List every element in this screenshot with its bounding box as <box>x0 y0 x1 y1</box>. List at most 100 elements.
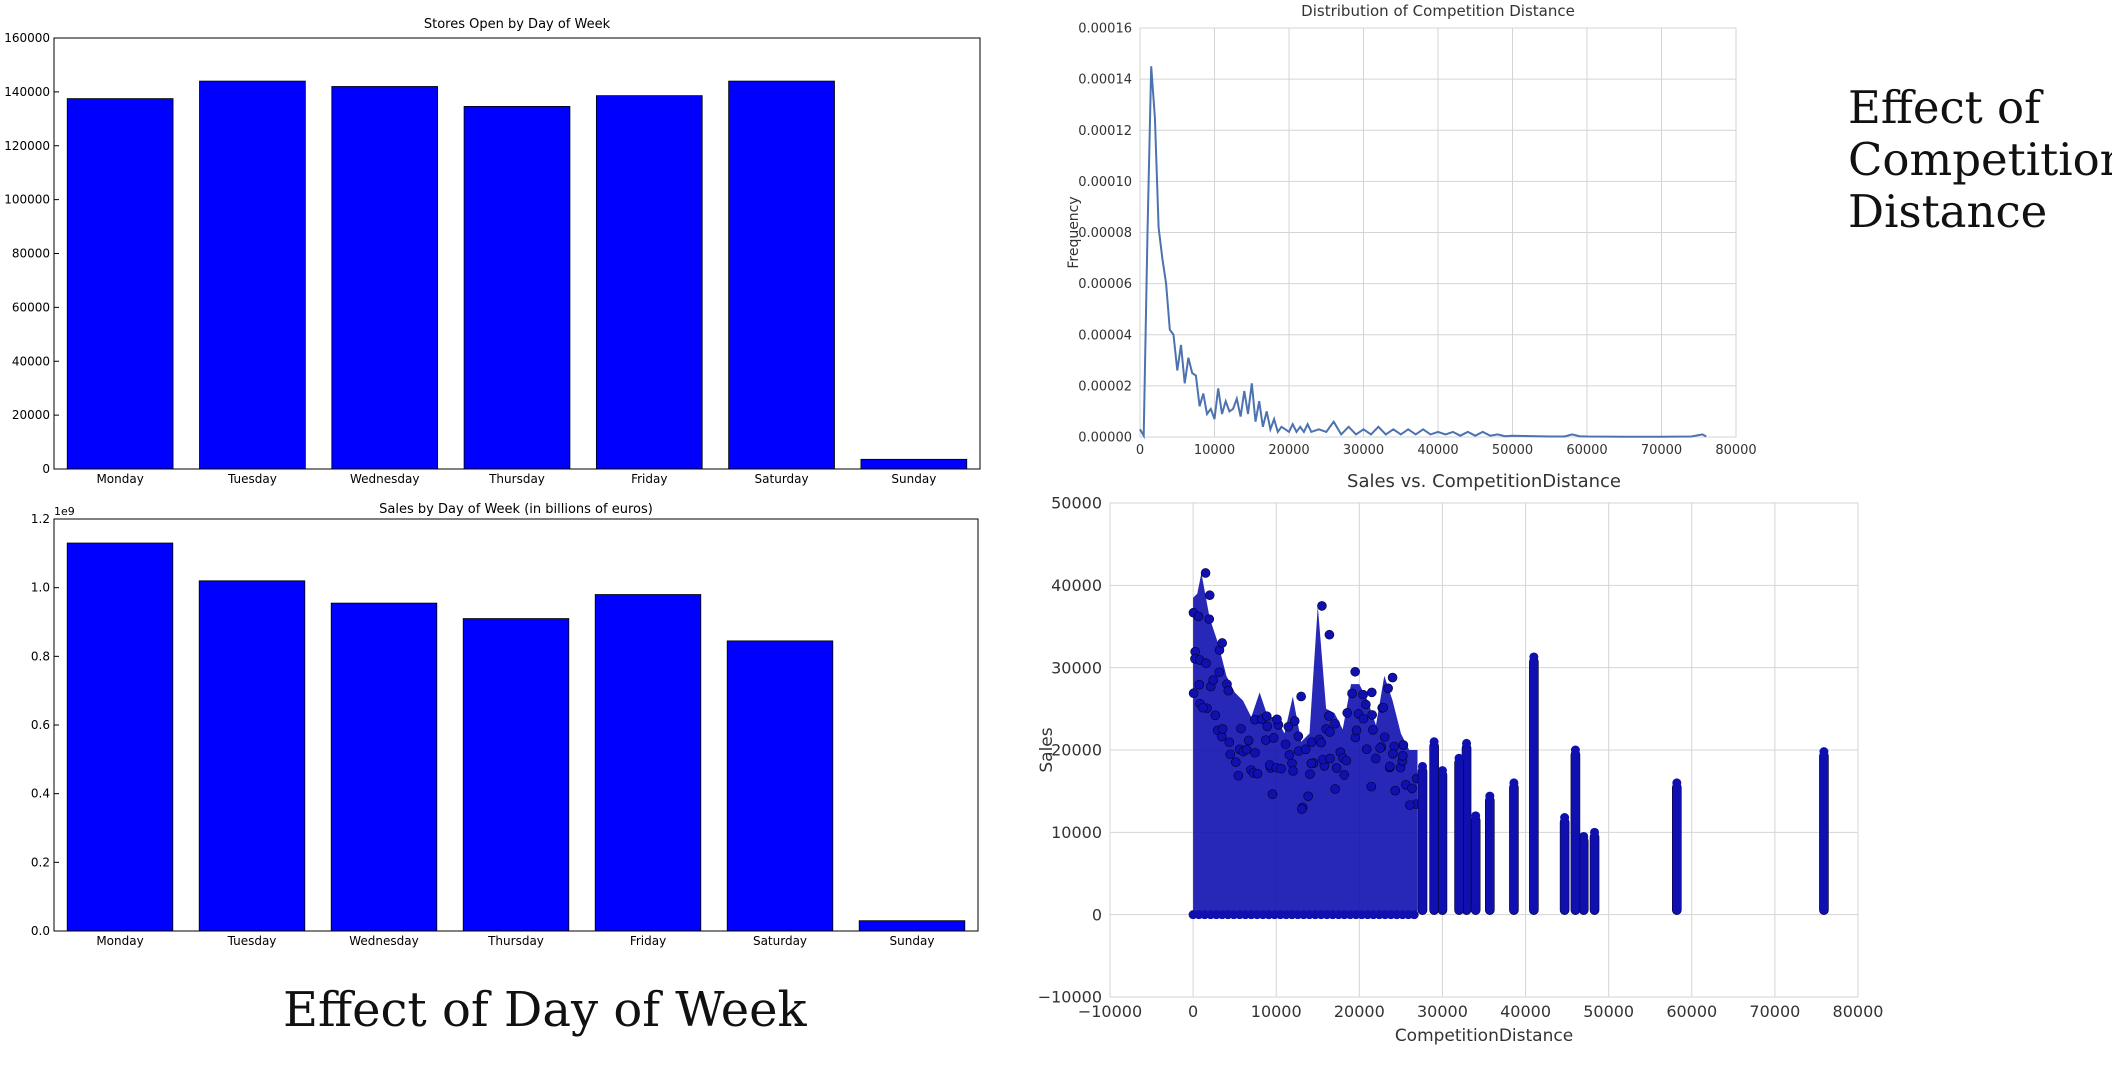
scatter-point <box>1283 721 1294 732</box>
scatter-point <box>1361 699 1371 710</box>
scatter-point <box>1672 778 1682 788</box>
scatter-point <box>1296 691 1306 702</box>
scatter-point <box>1280 739 1291 750</box>
sales-vs-competition-distance-chart: −10000 0 10000 20000 30000 40000 50000 60000 700… <box>1037 471 1883 1046</box>
y-tick-label: 160000 <box>4 31 50 45</box>
scatter-column <box>1819 751 1829 915</box>
y-tick-label: 0.00016 <box>1078 22 1132 37</box>
scatter-point <box>1324 711 1334 721</box>
y-tick-label: 0 <box>1092 905 1102 924</box>
y-tick-label: 60000 <box>12 300 50 314</box>
scatter-point <box>1330 784 1340 794</box>
scatter-point <box>1193 611 1204 622</box>
scatter-point <box>1379 732 1390 742</box>
y-axis-label: Sales <box>1037 727 1057 772</box>
sales-by-day-chart: Monday Tuesday Wednesday Thursday Friday Satu… <box>31 502 979 948</box>
scatter-point <box>1276 763 1286 774</box>
scatter-column <box>1417 766 1428 915</box>
caption-effect-of-day-of-week: Effect of Day of Week <box>283 982 807 1038</box>
caption-line: Distance <box>1848 185 2048 238</box>
chart-title: Stores Open by Day of Week <box>424 17 611 32</box>
scatter-point <box>1398 740 1409 750</box>
y-tick-label: 0.00004 <box>1078 328 1132 343</box>
x-tick-label: 60000 <box>1666 1002 1717 1021</box>
scatter-point <box>1341 755 1352 766</box>
scatter-point <box>1385 761 1395 772</box>
scatter-point <box>1324 629 1335 640</box>
scatter-point <box>1560 813 1570 823</box>
y-tick-label: −10000 <box>1038 988 1102 1007</box>
scatter-point <box>1361 744 1372 754</box>
x-tick-label: 10000 <box>1194 443 1235 458</box>
scatter-point <box>1331 763 1342 773</box>
x-tick-label: Thursday <box>488 472 545 486</box>
y-tick-label: 0.0 <box>31 924 50 938</box>
scatter-point <box>1225 749 1236 760</box>
scatter-point <box>1303 791 1313 802</box>
bar-thursday <box>463 106 571 470</box>
scatter-point <box>1383 683 1393 694</box>
scatter-point <box>1198 702 1208 713</box>
x-tick-label: Wednesday <box>350 472 419 486</box>
scatter-point <box>1388 748 1398 759</box>
scatter-column <box>1672 782 1682 915</box>
x-tick-label: 20000 <box>1334 1002 1385 1021</box>
y-tick-label: 0.00006 <box>1078 277 1132 292</box>
x-tick-label: Friday <box>630 934 666 948</box>
x-tick-label: Monday <box>96 472 143 486</box>
scatter-column <box>1509 782 1519 915</box>
scatter-point <box>1390 785 1400 796</box>
scatter-point <box>1358 689 1368 700</box>
y-tick-label: 1.0 <box>31 581 50 595</box>
bar-wednesday <box>331 86 439 470</box>
scatter-point <box>1409 910 1419 920</box>
scatter-point <box>1284 750 1295 760</box>
scatter-point <box>1351 725 1362 736</box>
scatter-point <box>1570 745 1580 755</box>
scatter-point <box>1590 827 1600 837</box>
y-tick-label: 0.00002 <box>1078 379 1132 394</box>
chart-title: Distribution of Competition Distance <box>1301 2 1575 20</box>
scatter-point <box>1350 666 1360 677</box>
scatter-point <box>1293 731 1304 742</box>
scatter-point <box>1347 688 1357 699</box>
x-tick-label: 70000 <box>1641 443 1682 458</box>
y-offset-label: 1e9 <box>54 505 75 518</box>
scatter-point <box>1378 702 1389 713</box>
scatter-point <box>1230 757 1241 767</box>
chart-title: Sales vs. CompetitionDistance <box>1347 471 1621 492</box>
y-tick-label: 10000 <box>1051 823 1102 842</box>
bar-friday <box>595 95 703 470</box>
scatter-point <box>1375 743 1385 753</box>
scatter-point <box>1342 708 1352 718</box>
scatter-point <box>1204 614 1215 624</box>
scatter-point <box>1437 766 1447 776</box>
scatter-point <box>1201 658 1211 669</box>
bar-saturday <box>728 80 835 470</box>
scatter-dense-region <box>1193 573 1418 915</box>
y-tick-label: 1.2 <box>31 512 50 526</box>
scatter-column <box>1470 815 1481 915</box>
scatter-point <box>1297 804 1307 814</box>
scatter-point <box>1267 789 1278 800</box>
scatter-point <box>1250 747 1260 758</box>
caption-effect-of-competition-distance: Effect of Competition Distance <box>1848 82 2112 238</box>
x-tick-label: −10000 <box>1078 1002 1142 1021</box>
scatter-column <box>1559 817 1570 915</box>
caption-line: Effect of <box>1848 81 2041 134</box>
bar-saturday <box>726 640 834 932</box>
scatter-point <box>1405 800 1415 810</box>
scatter-point <box>1272 714 1282 725</box>
x-tick-label: Monday <box>96 934 143 948</box>
x-tick-label: 30000 <box>1343 443 1384 458</box>
scatter-point <box>1398 751 1408 761</box>
scatter-point <box>1241 744 1252 755</box>
x-tick-label: Sunday <box>890 934 935 948</box>
x-tick-label: 40000 <box>1500 1002 1551 1021</box>
scatter-point <box>1261 711 1272 721</box>
bar-wednesday <box>330 602 438 932</box>
scatter-point <box>1509 778 1519 788</box>
y-tick-label: 0.6 <box>31 718 50 732</box>
y-tick-label: 30000 <box>1051 658 1102 677</box>
scatter-column <box>1429 741 1439 915</box>
